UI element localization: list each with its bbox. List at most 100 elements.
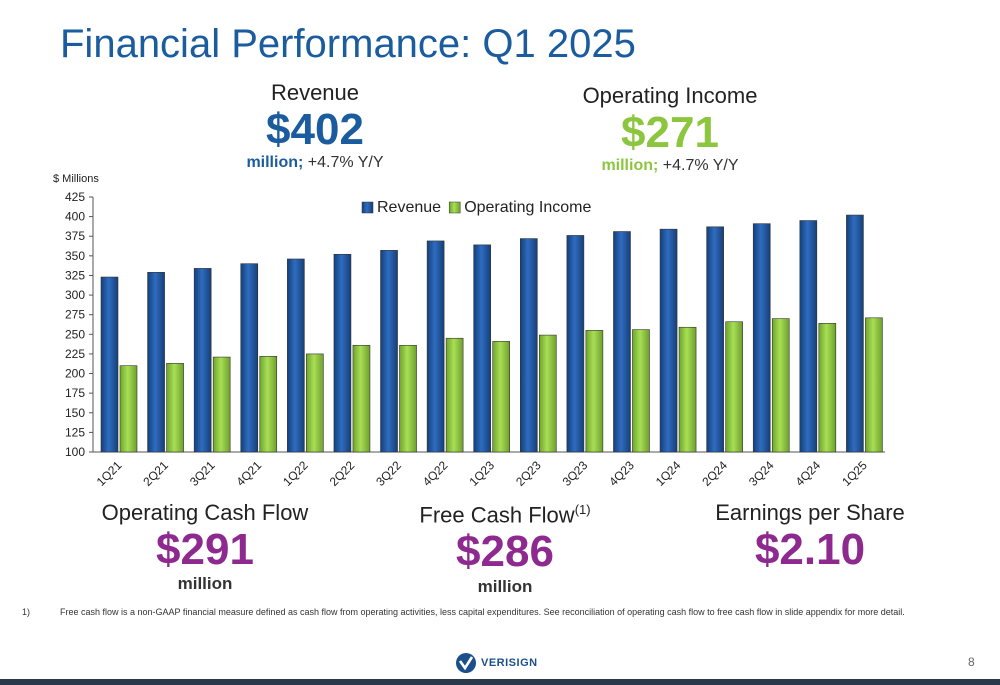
y-axis-label: $ Millions <box>53 173 99 185</box>
bar-operating-income <box>818 323 837 453</box>
bar-revenue <box>287 258 305 453</box>
y-tick-label: 300 <box>65 288 85 302</box>
free-cash-flow-unit: million <box>477 576 533 596</box>
free-cash-flow-metric: Free Cash Flow(1) $286 million <box>395 502 615 597</box>
x-tick-label: 3Q24 <box>746 458 777 489</box>
y-tick-label: 375 <box>65 229 85 243</box>
free-cash-flow-label: Free Cash Flow <box>419 502 575 528</box>
bar-revenue <box>519 238 538 453</box>
bar-revenue <box>659 228 678 453</box>
logo-text: VERISIGN <box>481 657 538 669</box>
footnote-number: 1) <box>22 607 31 617</box>
bar-operating-income <box>352 344 371 453</box>
bar-revenue <box>380 250 398 453</box>
page-number: 8 <box>968 655 975 669</box>
operating-income-sub: million; +4.7% Y/Y <box>560 157 780 175</box>
x-tick-label: 2Q21 <box>140 458 171 489</box>
bar-operating-income <box>725 321 743 453</box>
x-tick-label: 1Q21 <box>94 458 125 489</box>
y-tick-label: 225 <box>65 347 85 361</box>
bar-operating-income <box>445 337 464 453</box>
bar-operating-income <box>212 356 231 453</box>
revenue-sub: million; +4.7% Y/Y <box>220 154 410 172</box>
bar-revenue <box>706 226 724 453</box>
bar-revenue <box>100 276 119 453</box>
bar-operating-income <box>306 353 324 453</box>
bar-revenue <box>846 214 864 453</box>
bar-revenue <box>333 253 352 453</box>
bar-operating-income <box>166 363 184 453</box>
legend-swatch-operating-income <box>448 201 461 214</box>
operating-income-change: +4.7% Y/Y <box>662 157 739 175</box>
x-tick-label: 2Q24 <box>699 458 730 489</box>
x-tick-label: 3Q23 <box>560 458 591 489</box>
legend-label-operating-income: Operating Income <box>464 199 591 216</box>
free-cash-flow-label-row: Free Cash Flow(1) <box>395 502 615 528</box>
operating-cash-flow-unit: million <box>177 574 233 594</box>
bar-revenue <box>473 244 492 453</box>
revenue-metric: Revenue $402 million; +4.7% Y/Y <box>220 80 410 172</box>
footnote-marker: (1) <box>574 502 591 517</box>
verisign-logo: VERISIGN <box>455 652 538 674</box>
y-tick-label: 100 <box>65 445 85 459</box>
operating-cash-flow-value: $291 <box>156 525 254 574</box>
bar-operating-income <box>678 326 697 453</box>
y-tick-label: 400 <box>65 210 85 224</box>
footnote: 1) Free cash flow is a non-GAAP financial… <box>22 607 905 617</box>
operating-cash-flow-metric: Operating Cash Flow $291 million <box>80 500 330 594</box>
bar-operating-income <box>771 318 790 453</box>
bar-operating-income <box>585 330 604 453</box>
y-tick-label: 175 <box>65 386 85 400</box>
bar-revenue <box>147 272 165 453</box>
x-tick-label: 4Q21 <box>234 458 265 489</box>
revenue-unit: million; <box>246 154 304 172</box>
page-title: Financial Performance: Q1 2025 <box>60 22 636 66</box>
x-tick-label: 2Q23 <box>513 458 544 489</box>
eps-value: $2.10 <box>754 525 866 574</box>
eps-metric: Earnings per Share $2.10 <box>690 500 930 574</box>
x-tick-label: 1Q25 <box>839 458 870 489</box>
operating-income-value: $271 <box>621 108 719 157</box>
bar-revenue <box>426 240 445 453</box>
y-tick-label: 200 <box>65 367 85 381</box>
x-tick-label: 4Q23 <box>606 458 637 489</box>
operating-income-metric: Operating Income $271 million; +4.7% Y/Y <box>560 83 780 175</box>
x-tick-label: 3Q21 <box>187 458 218 489</box>
bar-operating-income <box>492 341 511 453</box>
x-tick-label: 1Q23 <box>466 458 497 489</box>
bar-operating-income <box>865 317 883 453</box>
revenue-label: Revenue <box>270 80 360 105</box>
y-tick-label: 125 <box>65 425 85 439</box>
bar-revenue <box>240 263 259 453</box>
bar-operating-income <box>259 355 278 453</box>
bar-revenue <box>613 231 631 453</box>
y-tick-label: 150 <box>65 406 85 420</box>
free-cash-flow-value: $286 <box>456 527 554 577</box>
bar-revenue <box>193 268 212 453</box>
x-tick-label: 2Q22 <box>327 458 358 489</box>
x-tick-label: 3Q22 <box>373 458 404 489</box>
x-tick-label: 4Q24 <box>793 458 824 489</box>
legend-swatch-revenue <box>361 201 374 214</box>
y-tick-label: 250 <box>65 327 85 341</box>
operating-income-unit: million; <box>601 157 659 175</box>
revenue-income-chart: $ Millions 100 125 150 175 200 225 250 275 300 325… <box>53 173 885 489</box>
revenue-change: +4.7% Y/Y <box>307 154 384 172</box>
y-tick-label: 325 <box>65 268 85 282</box>
y-tick-label: 275 <box>65 308 85 322</box>
bottom-bar <box>0 679 1000 685</box>
x-tick-label: 1Q22 <box>280 458 311 489</box>
verisign-check-icon <box>456 653 476 673</box>
bar-revenue <box>566 235 585 453</box>
y-tick-label: 425 <box>65 190 85 204</box>
bar-operating-income <box>119 365 138 453</box>
bar-revenue <box>799 220 818 453</box>
x-tick-label: 1Q24 <box>653 458 684 489</box>
footnote-text: Free cash flow is a non-GAAP financial m… <box>60 607 905 617</box>
y-tick-label: 350 <box>65 249 85 263</box>
revenue-value: $402 <box>266 105 364 154</box>
bar-operating-income <box>399 344 417 453</box>
bar-revenue <box>752 223 771 453</box>
bar-operating-income <box>632 329 650 453</box>
bar-operating-income <box>538 334 557 453</box>
